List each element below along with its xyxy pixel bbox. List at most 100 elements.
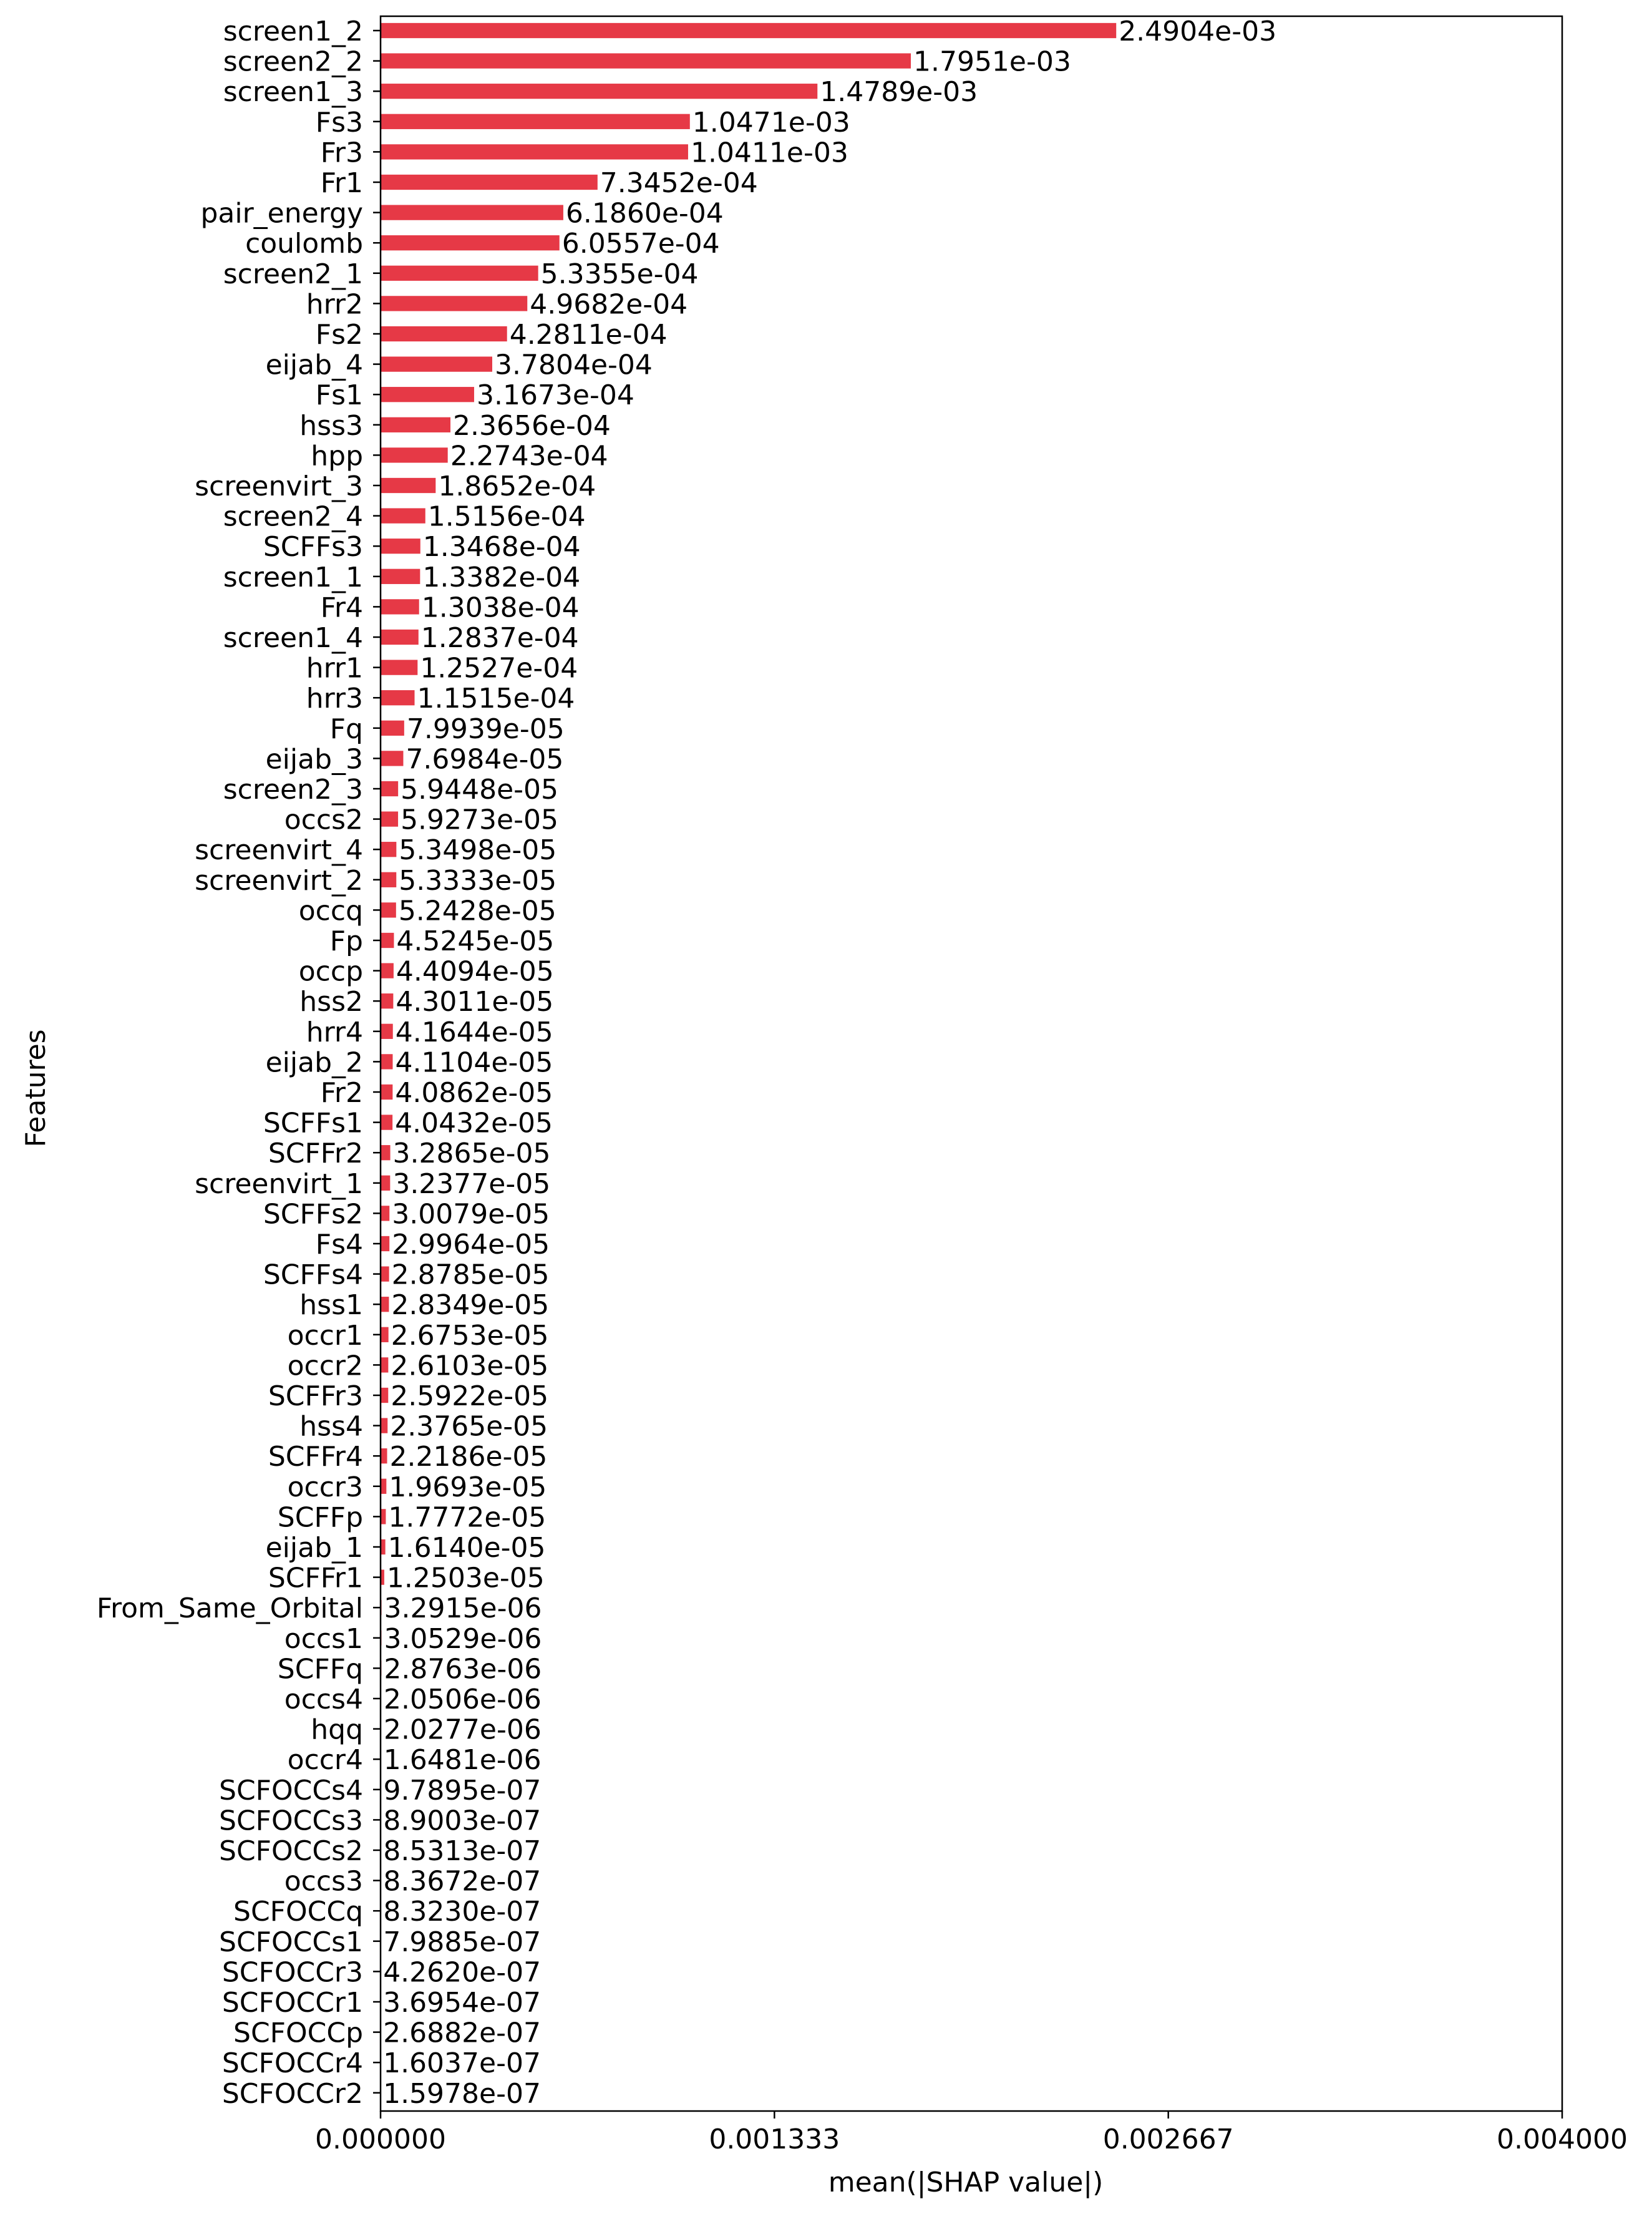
value-label: 9.7895e-07 [383, 1775, 541, 1807]
y-tick-label: SCFOCCr1 [222, 1987, 363, 2019]
bar-Fr3 [381, 144, 688, 159]
y-tick-label: hss4 [299, 1411, 363, 1443]
value-label: 2.0506e-06 [384, 1684, 542, 1715]
bar-Fr2 [381, 1085, 392, 1100]
axes-layer: screen1_2screen2_2screen1_3Fs3Fr3Fr1pair… [97, 16, 1628, 2155]
value-label: 4.0862e-05 [395, 1077, 553, 1109]
y-tick-label: Fr4 [321, 592, 363, 623]
value-label: 2.5922e-05 [391, 1380, 548, 1412]
labels-layer: 2.4904e-031.7951e-031.4789e-031.0471e-03… [383, 16, 1276, 2110]
y-tick-label: eijab_4 [266, 349, 363, 381]
bar-screenvirt_3 [381, 478, 435, 493]
value-label: 1.3038e-04 [422, 592, 580, 623]
value-label: 1.3468e-04 [423, 531, 581, 563]
y-tick-label: hqq [311, 1714, 363, 1746]
bar-occq [381, 902, 396, 917]
y-tick-label: SCFOCCr3 [222, 1956, 363, 1988]
bar-hss2 [381, 993, 393, 1008]
y-tick-label: screenvirt_1 [195, 1168, 363, 1200]
y-tick-label: occp [299, 956, 363, 988]
y-tick-label: SCFOCCq [233, 1896, 363, 1928]
value-label: 8.5313e-07 [383, 1835, 541, 1867]
value-label: 2.9964e-05 [392, 1229, 550, 1261]
value-label: 4.3011e-05 [396, 986, 553, 1018]
y-tick-label: Fs2 [316, 319, 363, 351]
x-tick-label: 0.001333 [709, 2124, 840, 2155]
value-label: 8.3672e-07 [383, 1866, 541, 1898]
y-tick-label: hss1 [299, 1289, 363, 1321]
y-tick-label: screen2_3 [223, 774, 363, 806]
value-label: 2.8785e-05 [392, 1259, 550, 1291]
value-label: 8.3230e-07 [383, 1896, 541, 1928]
y-tick-label: screen2_1 [223, 258, 363, 290]
value-label: 3.2377e-05 [392, 1168, 550, 1200]
bar-SCFFs2 [381, 1206, 389, 1221]
y-tick-label: SCFOCCr4 [222, 2047, 363, 2079]
bar-screen1_4 [381, 630, 419, 645]
y-tick-label: hss2 [299, 986, 363, 1018]
y-tick-label: SCFOCCs4 [219, 1775, 363, 1807]
y-tick-label: SCFFs4 [263, 1259, 363, 1291]
value-label: 1.5156e-04 [428, 501, 586, 533]
y-tick-label: pair_energy [200, 198, 363, 230]
bar-Fs1 [381, 387, 474, 402]
value-label: 5.9448e-05 [401, 774, 558, 806]
y-tick-label: occr3 [288, 1471, 363, 1503]
value-label: 1.6140e-05 [388, 1532, 546, 1564]
y-tick-label: SCFOCCs2 [219, 1835, 363, 1867]
value-label: 2.3765e-05 [390, 1411, 548, 1443]
value-label: 4.2620e-07 [383, 1956, 541, 1988]
value-label: 5.3498e-05 [399, 834, 556, 866]
y-tick-label: occs2 [284, 804, 363, 836]
y-tick-label: occs1 [284, 1623, 363, 1655]
y-tick-label: occr1 [288, 1320, 363, 1352]
value-label: 6.1860e-04 [566, 198, 724, 230]
y-tick-label: screen2_2 [223, 46, 363, 78]
y-tick-label: SCFOCCr2 [222, 2078, 363, 2110]
bar-SCFFp [381, 1509, 386, 1524]
value-label: 4.5245e-05 [396, 925, 554, 957]
bar-hrr1 [381, 660, 417, 675]
bar-hss4 [381, 1418, 387, 1433]
bar-occr3 [381, 1479, 386, 1494]
y-tick-label: eijab_1 [266, 1532, 363, 1564]
bar-hpp [381, 447, 448, 462]
y-tick-label: Fs1 [316, 379, 363, 411]
bar-Fs3 [381, 114, 690, 129]
y-tick-label: screen2_4 [223, 501, 363, 533]
x-tick-label: 0.002667 [1103, 2124, 1234, 2155]
value-label: 2.3656e-04 [453, 410, 611, 442]
bar-hss1 [381, 1297, 389, 1312]
y-tick-label: Fr1 [321, 167, 363, 199]
y-tick-label: hrr4 [306, 1017, 363, 1048]
y-tick-label: Fs4 [316, 1229, 363, 1261]
value-label: 3.0529e-06 [384, 1623, 542, 1655]
y-tick-label: eijab_3 [266, 743, 363, 775]
value-label: 1.2837e-04 [421, 622, 579, 654]
value-label: 1.6037e-07 [383, 2047, 541, 2079]
x-tick-label: 0.004000 [1497, 2124, 1628, 2155]
value-label: 3.7804e-04 [495, 349, 653, 381]
y-tick-label: From_Same_Orbital [97, 1592, 363, 1624]
value-label: 2.2743e-04 [450, 440, 608, 472]
value-label: 3.2915e-06 [384, 1592, 542, 1624]
y-axis-label: Features [20, 1029, 52, 1147]
value-label: 4.0432e-05 [395, 1108, 553, 1139]
value-label: 2.6103e-05 [391, 1350, 548, 1382]
value-label: 7.9939e-05 [407, 713, 565, 745]
value-label: 1.3382e-04 [422, 562, 580, 593]
value-label: 1.9693e-05 [389, 1471, 547, 1503]
bar-eijab_2 [381, 1054, 392, 1069]
y-tick-label: SCFOCCs3 [219, 1805, 363, 1836]
y-tick-label: occs4 [284, 1684, 363, 1715]
value-label: 1.6481e-06 [384, 1744, 542, 1776]
bar-Fp [381, 933, 394, 948]
bar-occr2 [381, 1357, 388, 1372]
y-tick-label: SCFFp [278, 1501, 363, 1533]
bar-SCFFs3 [381, 539, 420, 554]
y-tick-label: SCFFr2 [268, 1138, 363, 1169]
y-tick-label: hrr2 [306, 288, 363, 320]
bar-screen2_3 [381, 781, 398, 796]
y-tick-label: SCFOCCp [233, 2017, 363, 2049]
value-label: 1.1515e-04 [417, 683, 575, 714]
